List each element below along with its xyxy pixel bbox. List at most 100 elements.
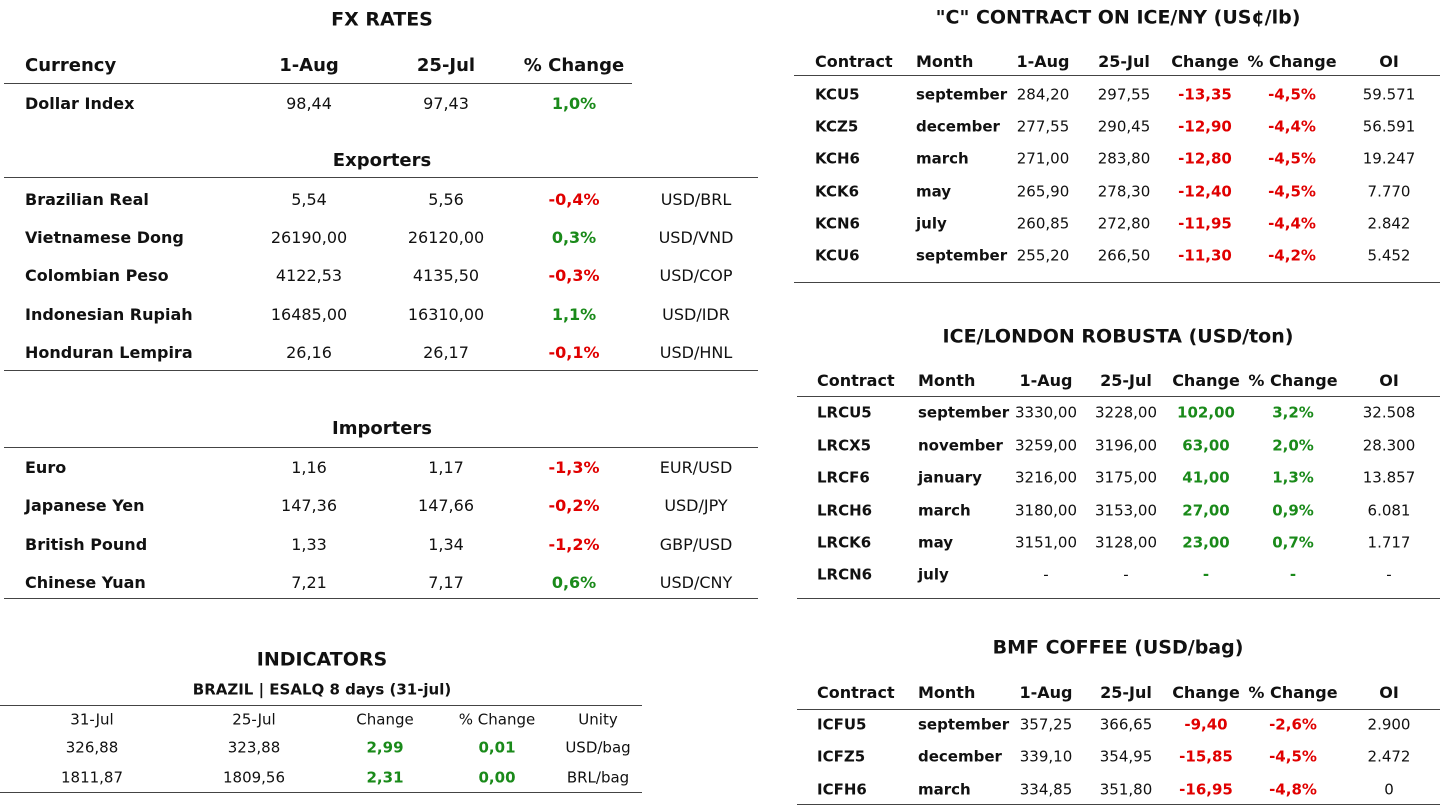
table-cell: -0,1% [548,343,600,362]
table-cell: GBP/USD [659,535,733,554]
column-header: Unity [578,710,618,729]
table-cell: 2,0% [1272,436,1314,455]
table-cell: 3,2% [1272,403,1314,422]
table-cell: -0,4% [548,190,600,209]
table-cell: 1,1% [551,305,597,324]
section-title: BMF COFFEE (USD/bag) [992,636,1244,659]
table-cell: 334,85 [1019,780,1073,799]
table-cell: 147,66 [418,496,474,515]
table-cell: 1,3% [1272,468,1314,487]
column-header: Change [1172,371,1240,390]
table-cell: 0,00 [478,768,516,787]
table-cell: LRCK6 [817,533,872,552]
table-cell: 102,00 [1177,403,1235,422]
table-cell: KCN6 [815,214,860,233]
rule [4,447,758,448]
column-header: Contract [817,371,895,390]
table-cell: 260,85 [1016,214,1070,233]
table-cell: 16485,00 [270,305,348,324]
table-cell: july [918,565,949,584]
table-cell: december [918,747,1002,766]
table-cell: december [916,117,1000,136]
table-cell: Indonesian Rupiah [25,305,193,324]
table-cell: KCK6 [815,182,860,201]
table-cell: -12,40 [1178,182,1232,201]
table-cell: -1,2% [548,535,600,554]
section-title: INDICATORS [256,648,388,671]
table-cell: 32.508 [1362,403,1416,422]
table-cell: -4,8% [1269,780,1317,799]
table-cell: 265,90 [1016,182,1070,201]
table-cell: 3153,00 [1094,501,1158,520]
table-cell: 1,16 [291,458,327,477]
table-cell: 0,7% [1272,533,1314,552]
table-cell: LRCH6 [817,501,873,520]
table-cell: ICFH6 [817,780,867,799]
table-cell: 97,43 [423,94,469,113]
table-cell: Honduran Lempira [25,343,193,362]
rule [4,83,632,84]
table-cell: 1,33 [291,535,327,554]
column-header: Contract [817,683,895,702]
table-cell: Vietnamese Dong [25,228,184,247]
table-cell: EUR/USD [659,458,733,477]
table-cell: 255,20 [1016,246,1070,265]
table-cell: 3216,00 [1014,468,1078,487]
table-cell: KCZ5 [815,117,859,136]
column-header: 25-Jul [1098,52,1150,71]
table-cell: 354,95 [1099,747,1153,766]
table-cell: - [1289,565,1297,584]
table-cell: -4,5% [1268,182,1316,201]
table-cell: january [918,468,982,487]
rule [797,396,1440,397]
table-cell: LRCF6 [817,468,870,487]
table-cell: Brazilian Real [25,190,149,209]
table-cell: BRL/bag [566,768,630,787]
table-cell: 7,21 [291,573,327,592]
table-cell: 326,88 [65,738,119,757]
table-cell: 4122,53 [275,266,343,285]
table-cell: 339,10 [1019,747,1073,766]
section-subtitle: BRAZIL | ESALQ 8 days (31-jul) [192,680,452,699]
column-header: Month [916,52,974,71]
rule [797,709,1440,710]
table-cell: 16310,00 [407,305,485,324]
section-title: "C" CONTRACT ON ICE/NY (US¢/lb) [935,6,1301,29]
table-cell: 98,44 [286,94,332,113]
table-cell: 26,16 [286,343,332,362]
table-cell: november [918,436,1003,455]
table-cell: -9,40 [1184,715,1228,734]
table-cell: 41,00 [1182,468,1230,487]
table-cell: -4,5% [1269,747,1317,766]
table-cell: 4135,50 [412,266,480,285]
table-cell: Euro [25,458,67,477]
table-cell: 2,31 [366,768,404,787]
table-cell: 266,50 [1097,246,1151,265]
column-header: Currency [25,55,117,76]
column-header: Month [918,683,976,702]
table-cell: USD/VND [658,228,734,247]
table-cell: 3259,00 [1014,436,1078,455]
column-header: 1-Aug [1016,52,1070,71]
table-cell: 1809,56 [222,768,286,787]
column-header: % Change [1248,683,1338,702]
column-header: 25-Jul [416,55,476,76]
table-cell: 3151,00 [1014,533,1078,552]
table-cell: -12,80 [1178,149,1232,168]
column-header: % Change [1248,371,1338,390]
table-cell: LRCN6 [817,565,873,584]
rule [794,282,1440,283]
column-header: Change [1171,52,1239,71]
table-cell: USD/HNL [659,343,733,362]
table-cell: may [916,182,952,201]
column-header: OI [1379,683,1399,702]
table-cell: march [918,780,971,799]
table-cell: USD/BRL [660,190,732,209]
table-cell: - [1123,565,1129,584]
table-cell: LRCX5 [817,436,872,455]
table-cell: 357,25 [1019,715,1073,734]
table-cell: 27,00 [1182,501,1230,520]
table-cell: Japanese Yen [25,496,145,515]
table-cell: -15,85 [1179,747,1233,766]
table-cell: 3196,00 [1094,436,1158,455]
